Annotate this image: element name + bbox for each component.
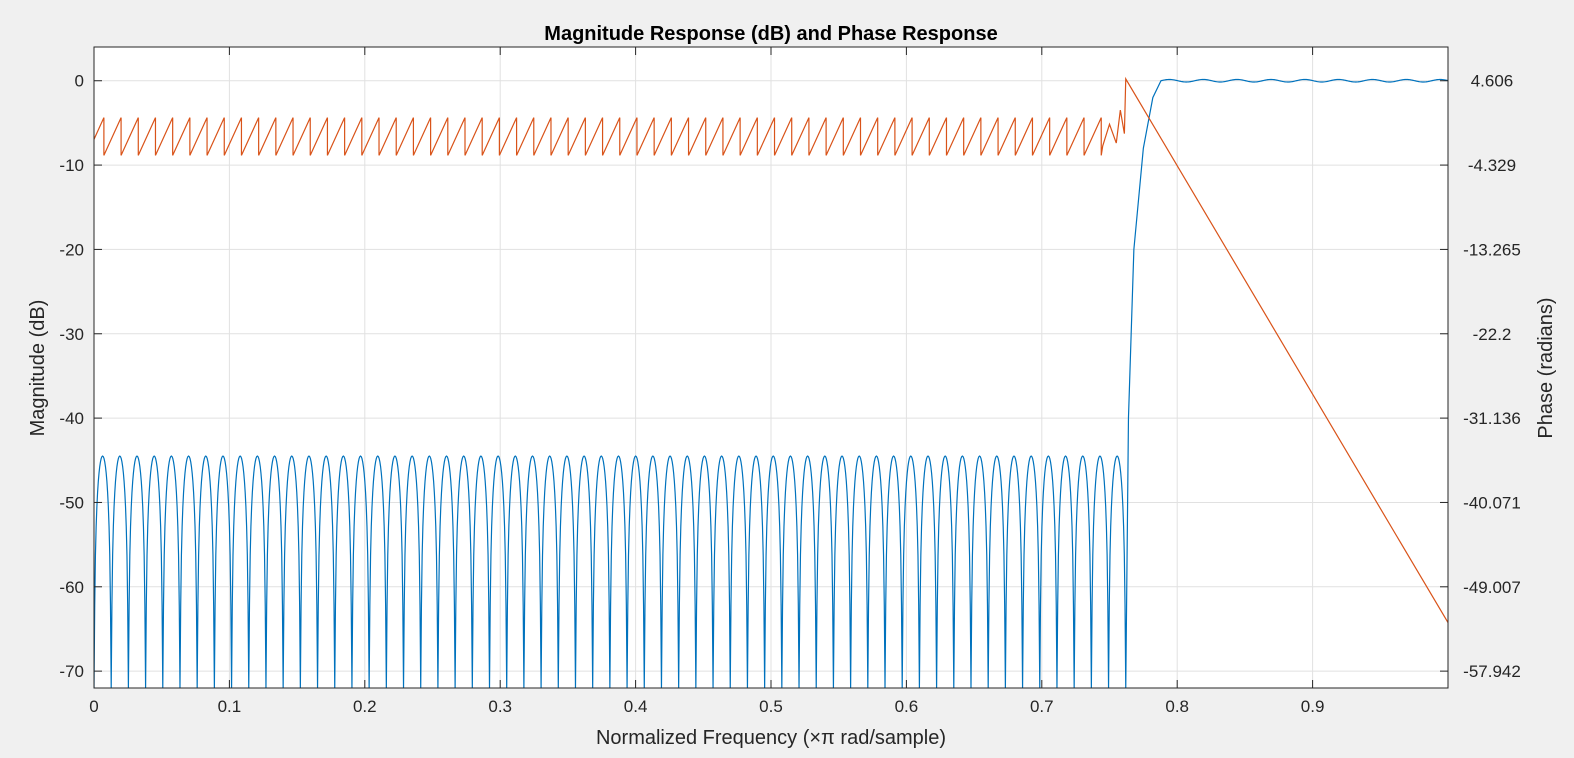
y-tick-label: -10 — [59, 156, 84, 175]
y-tick-label: -50 — [59, 493, 84, 512]
y-tick-label: 0 — [75, 72, 84, 91]
y2-tick-label: -57.942 — [1463, 662, 1521, 681]
y2-tick-label: -22.2 — [1473, 325, 1512, 344]
x-tick-label: 0.4 — [624, 697, 648, 716]
x-tick-label: 0.3 — [488, 697, 512, 716]
x-tick-label: 0.2 — [353, 697, 377, 716]
phase-line — [94, 76, 1448, 623]
x-tick-label: 0.7 — [1030, 697, 1054, 716]
ticks: 0 0.1 0.2 0.3 0.4 0.5 0.6 0.7 0.8 0.9 0 -10 -20 -30 -4… — [59, 47, 1521, 716]
x-tick-label: 0.6 — [895, 697, 919, 716]
y-tick-label: -60 — [59, 578, 84, 597]
y2-tick-label: -13.265 — [1463, 240, 1521, 259]
y-axis-title: Magnitude (dB) — [27, 300, 49, 437]
x-tick-label: 0.9 — [1301, 697, 1325, 716]
y-tick-label: -20 — [59, 240, 84, 259]
y2-tick-label: -31.136 — [1463, 409, 1521, 428]
y-tick-label: -70 — [59, 662, 84, 681]
y2-tick-label: 4.606 — [1471, 72, 1514, 91]
x-tick-label: 0 — [89, 697, 98, 716]
y2-tick-label: -4.329 — [1468, 156, 1516, 175]
x-tick-label: 0.8 — [1165, 697, 1189, 716]
y-tick-label: -40 — [59, 409, 84, 428]
chart-title: Magnitude Response (dB) and Phase Respon… — [544, 23, 997, 45]
magnitude-line — [94, 78, 1448, 688]
y-tick-label: -30 — [59, 325, 84, 344]
y2-axis-title: Phase (radians) — [1535, 297, 1557, 438]
y2-tick-label: -40.071 — [1463, 493, 1521, 512]
x-axis-title: Normalized Frequency (×π rad/sample) — [596, 727, 946, 749]
y2-tick-label: -49.007 — [1463, 578, 1521, 597]
x-tick-label: 0.1 — [218, 697, 242, 716]
x-tick-label: 0.5 — [759, 697, 783, 716]
grid — [93, 47, 1448, 688]
